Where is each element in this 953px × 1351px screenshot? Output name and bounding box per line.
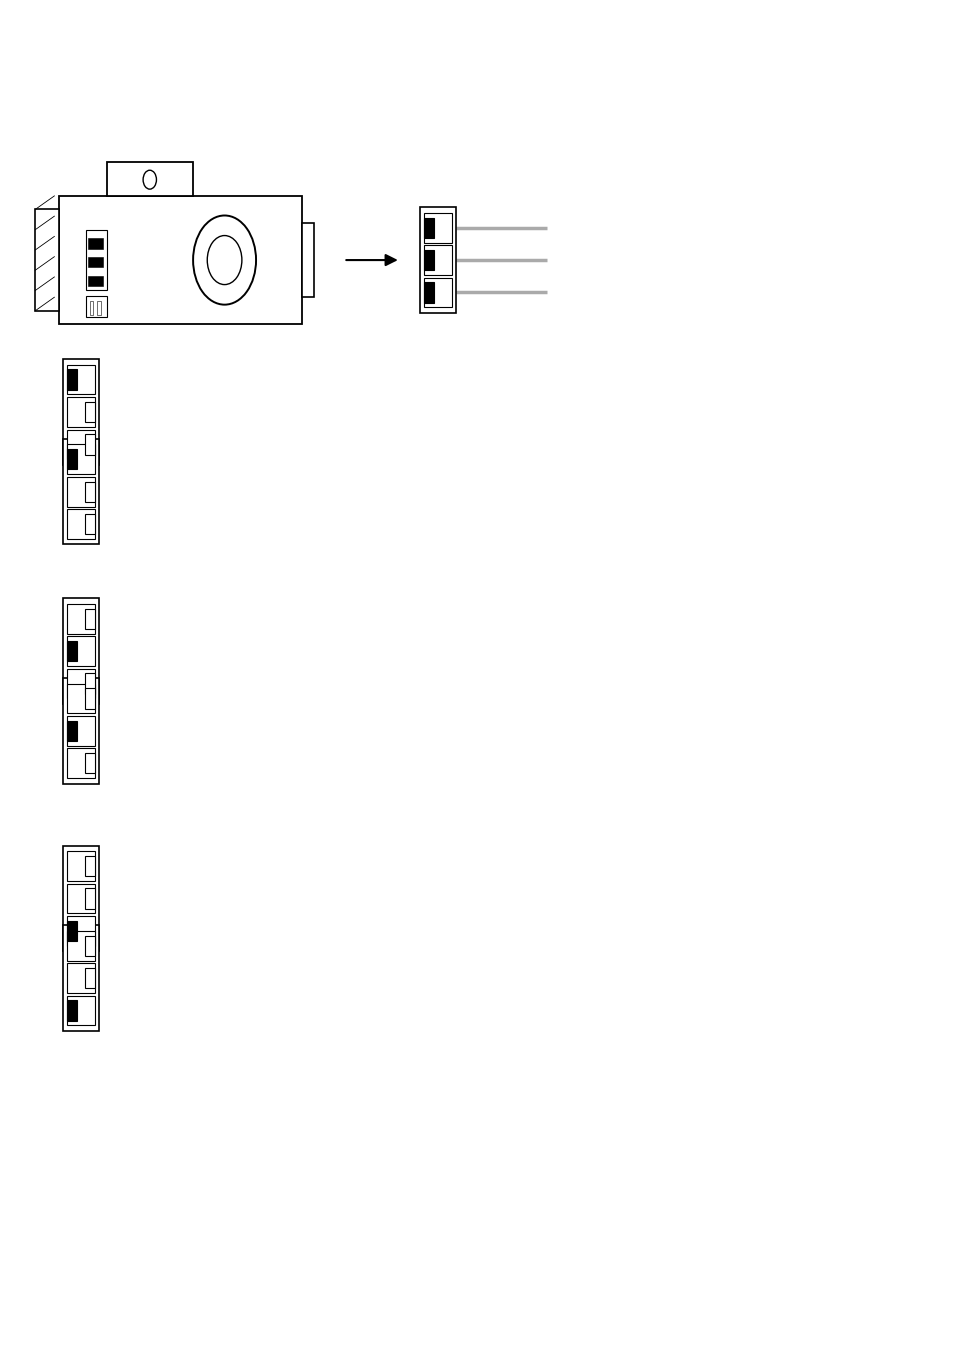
Bar xyxy=(85,754,95,773)
Bar xyxy=(423,282,434,303)
Bar xyxy=(88,238,103,249)
Bar xyxy=(423,278,452,308)
Bar xyxy=(67,370,77,390)
Bar xyxy=(67,721,77,740)
Bar xyxy=(63,678,99,784)
Bar xyxy=(86,296,107,317)
Bar xyxy=(63,359,99,465)
Bar xyxy=(85,435,95,455)
Polygon shape xyxy=(35,209,59,311)
Bar xyxy=(88,257,103,267)
Bar xyxy=(63,925,99,1031)
Bar xyxy=(67,509,95,539)
Bar xyxy=(90,301,93,315)
Bar xyxy=(63,598,99,704)
Bar xyxy=(85,967,95,989)
Bar xyxy=(67,669,95,698)
Bar xyxy=(67,963,95,993)
Bar xyxy=(423,213,452,243)
Circle shape xyxy=(207,235,242,285)
Bar xyxy=(419,207,456,313)
Bar xyxy=(86,230,107,290)
Bar xyxy=(63,846,99,951)
Circle shape xyxy=(143,170,156,189)
Bar xyxy=(67,450,77,470)
Bar xyxy=(67,931,95,961)
Bar xyxy=(302,223,314,297)
Bar xyxy=(67,444,95,474)
Bar xyxy=(67,430,95,459)
Bar xyxy=(67,1000,77,1021)
Bar xyxy=(85,857,95,877)
Circle shape xyxy=(193,216,255,305)
Bar xyxy=(67,477,95,507)
Bar xyxy=(67,884,95,913)
Bar xyxy=(67,716,95,746)
Bar xyxy=(85,674,95,694)
Bar xyxy=(423,250,434,270)
Bar xyxy=(85,688,95,708)
Bar xyxy=(85,935,95,957)
Bar xyxy=(423,218,434,238)
Bar xyxy=(97,301,101,315)
Bar xyxy=(85,609,95,630)
Bar xyxy=(85,515,95,535)
Bar xyxy=(67,996,95,1025)
Bar xyxy=(67,604,95,634)
Bar xyxy=(67,642,77,662)
Bar xyxy=(85,889,95,908)
Bar xyxy=(63,439,99,544)
Bar xyxy=(59,196,302,324)
Bar xyxy=(85,482,95,503)
Bar xyxy=(67,397,95,427)
Bar xyxy=(67,636,95,666)
Bar xyxy=(67,916,95,946)
Bar xyxy=(67,684,95,713)
Bar xyxy=(107,162,193,196)
Bar xyxy=(67,748,95,778)
Bar xyxy=(67,851,95,881)
Bar xyxy=(67,365,95,394)
Bar xyxy=(88,276,103,286)
Bar xyxy=(423,246,452,276)
Bar xyxy=(85,403,95,423)
Bar xyxy=(67,921,77,940)
